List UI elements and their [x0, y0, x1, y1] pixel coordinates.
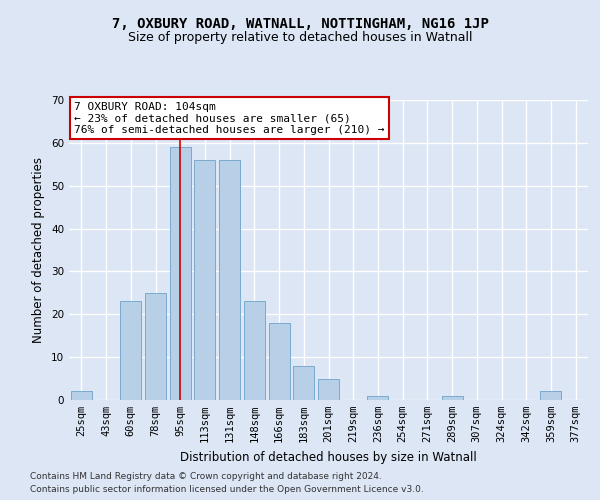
- Text: Contains HM Land Registry data © Crown copyright and database right 2024.: Contains HM Land Registry data © Crown c…: [30, 472, 382, 481]
- Bar: [367, 396, 388, 400]
- Bar: [194, 160, 215, 400]
- Bar: [269, 323, 290, 400]
- Bar: [293, 366, 314, 400]
- Text: 7 OXBURY ROAD: 104sqm
← 23% of detached houses are smaller (65)
76% of semi-deta: 7 OXBURY ROAD: 104sqm ← 23% of detached …: [74, 102, 385, 134]
- Bar: [170, 147, 191, 400]
- Text: 7, OXBURY ROAD, WATNALL, NOTTINGHAM, NG16 1JP: 7, OXBURY ROAD, WATNALL, NOTTINGHAM, NG1…: [112, 18, 488, 32]
- Bar: [120, 302, 141, 400]
- Bar: [244, 302, 265, 400]
- Bar: [219, 160, 240, 400]
- Text: Size of property relative to detached houses in Watnall: Size of property relative to detached ho…: [128, 31, 472, 44]
- Bar: [318, 378, 339, 400]
- Y-axis label: Number of detached properties: Number of detached properties: [32, 157, 46, 343]
- X-axis label: Distribution of detached houses by size in Watnall: Distribution of detached houses by size …: [180, 450, 477, 464]
- Bar: [442, 396, 463, 400]
- Bar: [71, 392, 92, 400]
- Bar: [541, 392, 562, 400]
- Bar: [145, 293, 166, 400]
- Text: Contains public sector information licensed under the Open Government Licence v3: Contains public sector information licen…: [30, 485, 424, 494]
